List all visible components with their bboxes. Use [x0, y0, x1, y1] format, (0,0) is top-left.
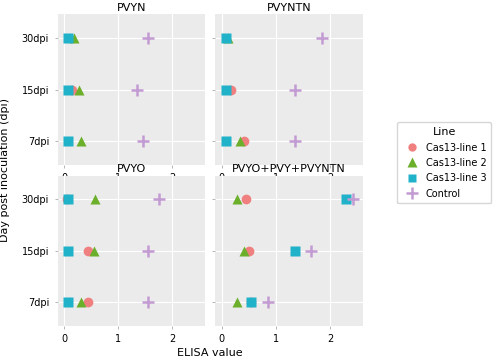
Text: PVYO+PVY+PVYNTN: PVYO+PVY+PVYNTN — [232, 164, 345, 174]
Text: PVYNTN: PVYNTN — [266, 3, 311, 13]
Text: PVYO: PVYO — [116, 164, 146, 174]
Text: Day post inoculation (dpi): Day post inoculation (dpi) — [0, 98, 10, 242]
Legend: Cas13-line 1, Cas13-line 2, Cas13-line 3, Control: Cas13-line 1, Cas13-line 2, Cas13-line 3… — [398, 122, 491, 203]
Text: PVYN: PVYN — [116, 3, 146, 13]
Text: ELISA value: ELISA value — [177, 348, 243, 358]
